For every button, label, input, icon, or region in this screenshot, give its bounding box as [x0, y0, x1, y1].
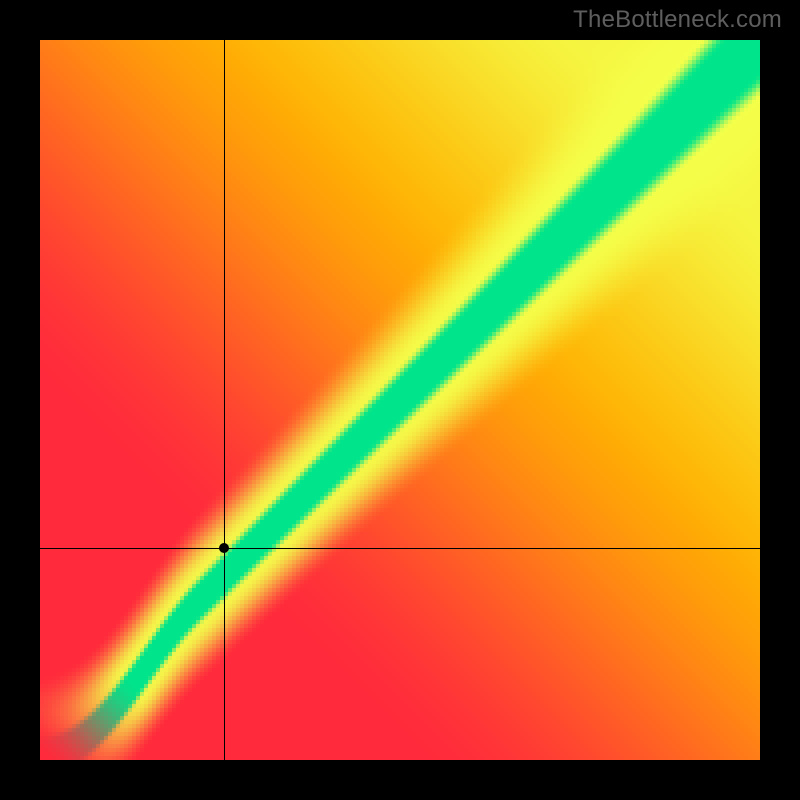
crosshair-vertical	[224, 40, 225, 760]
crosshair-marker	[219, 543, 229, 553]
plot-area	[40, 40, 760, 760]
crosshair-horizontal	[40, 548, 760, 549]
watermark-text: TheBottleneck.com	[573, 6, 782, 34]
heatmap-canvas	[40, 40, 760, 760]
